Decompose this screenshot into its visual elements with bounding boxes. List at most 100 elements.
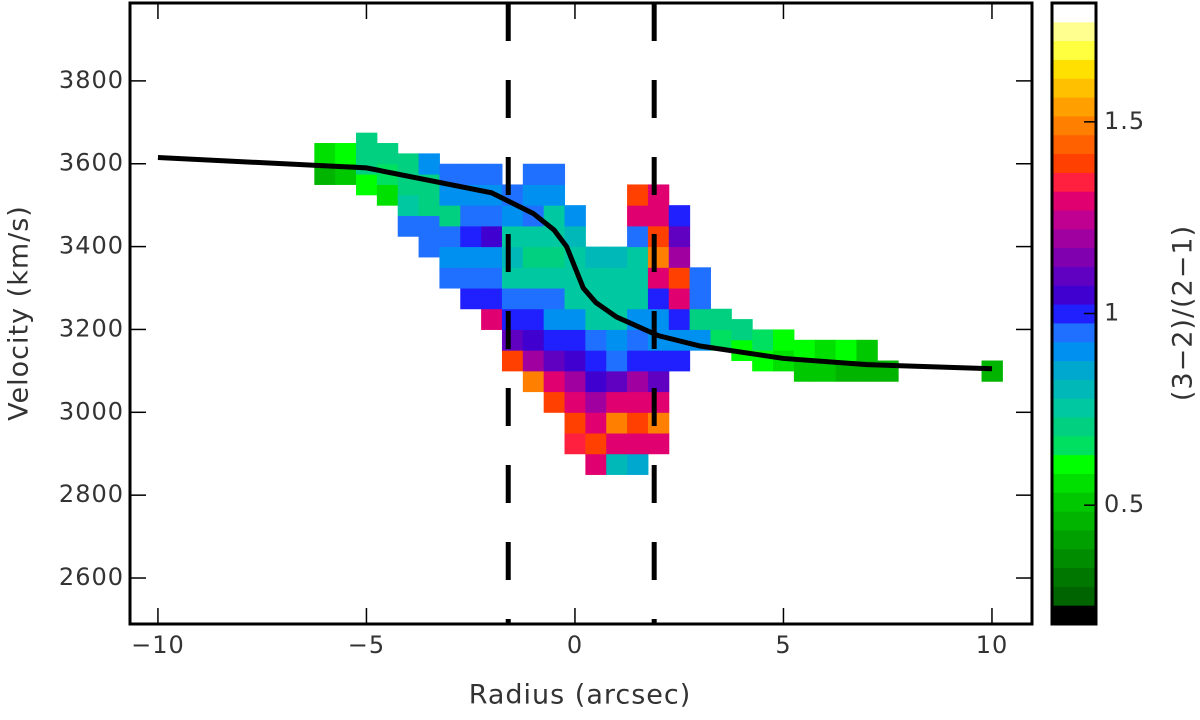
pv-cell (543, 350, 566, 372)
pv-cell (606, 246, 628, 268)
pv-cell (439, 267, 461, 289)
pv-cell (606, 391, 628, 413)
pv-cell (418, 153, 440, 175)
pv-cell (314, 163, 336, 185)
pv-cell (627, 433, 649, 455)
colorbar-band (1052, 228, 1096, 249)
y-tick-label: 2800 (59, 480, 124, 508)
colorbar-label: (3−2)/(2−1) (1168, 225, 1199, 401)
pv-cell (481, 288, 503, 310)
pv-cell (522, 350, 545, 372)
y-tick-label: 2600 (59, 563, 124, 591)
pv-cell (564, 350, 586, 372)
pv-cell (585, 433, 607, 455)
colorbar-band (1052, 40, 1096, 60)
pv-cell (606, 412, 628, 434)
pv-cell (418, 194, 440, 217)
pv-cell (564, 205, 586, 227)
pv-cell (501, 225, 524, 248)
colorbar-tick-label: 1.5 (1104, 107, 1145, 135)
pv-cell (606, 433, 628, 455)
pv-cell (731, 319, 753, 341)
pv-cell (668, 205, 691, 227)
pv-cell (647, 412, 670, 434)
pv-cell (439, 205, 461, 227)
pv-cell (543, 225, 566, 248)
pv-cell (460, 163, 482, 185)
pv-cell (522, 246, 545, 268)
pv-cell (981, 360, 1003, 382)
pv-cell (647, 288, 670, 310)
y-axis-label: Velocity (km/s) (4, 205, 35, 421)
pv-cell (585, 246, 607, 268)
pv-cell (814, 339, 837, 362)
colorbar-band (1052, 417, 1096, 437)
pv-cell (522, 163, 545, 185)
pv-cell (647, 184, 670, 206)
pv-cell (522, 267, 545, 289)
pv-cell (814, 360, 837, 382)
pv-cell (585, 329, 607, 351)
pv-cell (564, 391, 586, 413)
pv-cell (668, 225, 691, 248)
pv-cell (668, 308, 691, 330)
x-tick-label: 0 (567, 631, 583, 659)
pv-cell (627, 329, 649, 351)
pv-cell (856, 339, 878, 362)
colorbar-band (1052, 134, 1096, 155)
pv-cell (501, 288, 524, 310)
pv-cell (481, 267, 503, 289)
pv-cell (585, 267, 607, 289)
pv-cell (564, 288, 586, 310)
pv-cell (522, 329, 545, 351)
pv-cell (668, 288, 691, 310)
pv-cell (501, 308, 524, 330)
pv-cell (418, 236, 440, 258)
pv-cell (522, 308, 545, 330)
pv-cell (501, 246, 524, 268)
colorbar-band (1052, 398, 1096, 418)
pv-cell (439, 184, 461, 206)
colorbar-band (1052, 285, 1096, 305)
colorbar-band (1052, 153, 1096, 173)
pv-cell (585, 350, 607, 372)
pv-cell (564, 433, 586, 455)
pv-cell (439, 163, 461, 185)
pv-cell (564, 412, 586, 434)
pv-cell (314, 143, 336, 165)
colorbar-tick-label: 0.5 (1104, 490, 1145, 518)
pv-cell (627, 267, 649, 289)
x-tick-label: 10 (976, 631, 1009, 659)
pv-cell (647, 350, 670, 372)
pv-cell (460, 288, 482, 310)
pv-cell (627, 391, 649, 413)
pv-cell (335, 143, 357, 165)
x-axis-label: Radius (arcsec) (469, 680, 692, 711)
pv-cell (522, 225, 545, 248)
pv-cell (627, 370, 649, 393)
pv-cell (460, 225, 482, 248)
pv-cell (689, 308, 711, 330)
pv-cell (668, 246, 691, 268)
pv-cell (543, 288, 566, 310)
y-tick-label: 3600 (59, 149, 124, 177)
pv-cell (606, 329, 628, 351)
pv-cell (627, 350, 649, 372)
pv-cell (606, 288, 628, 310)
pv-cell (564, 225, 586, 248)
pv-cell (418, 215, 440, 237)
pv-cell (481, 246, 503, 268)
pv-cell (585, 412, 607, 434)
plot-frame (128, 1, 1034, 626)
pv-cell (501, 205, 524, 227)
colorbar-band (1052, 360, 1096, 380)
pv-cell (627, 205, 649, 227)
colorbar-band (1052, 115, 1096, 136)
colorbar-band (1052, 341, 1096, 362)
colorbar-band (1052, 322, 1096, 343)
colorbar-band (1052, 97, 1096, 117)
pv-cell (564, 370, 586, 393)
colorbar-band (1052, 3, 1096, 23)
pv-cell (501, 329, 524, 351)
pv-cell (793, 339, 816, 362)
